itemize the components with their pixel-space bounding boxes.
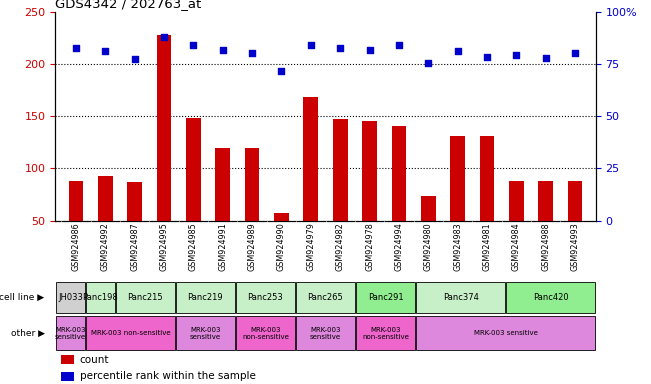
Bar bbox=[568, 181, 583, 273]
Text: Panc253: Panc253 bbox=[247, 293, 283, 302]
Text: MRK-003 non-sensitive: MRK-003 non-sensitive bbox=[90, 330, 170, 336]
Text: GSM924990: GSM924990 bbox=[277, 223, 286, 271]
Text: Panc219: Panc219 bbox=[187, 293, 223, 302]
Bar bbox=[236, 316, 295, 350]
Point bbox=[188, 42, 199, 48]
Point bbox=[71, 45, 81, 51]
Text: Panc265: Panc265 bbox=[308, 293, 343, 302]
Bar bbox=[186, 118, 201, 273]
Text: JH033: JH033 bbox=[58, 293, 83, 302]
Bar bbox=[86, 316, 175, 350]
Point bbox=[540, 55, 551, 61]
Text: GSM924985: GSM924985 bbox=[189, 223, 198, 271]
Bar bbox=[538, 181, 553, 273]
Text: GSM924994: GSM924994 bbox=[395, 223, 404, 271]
Text: GSM924983: GSM924983 bbox=[453, 223, 462, 271]
Bar bbox=[362, 121, 377, 273]
Bar bbox=[450, 136, 465, 273]
Bar bbox=[56, 282, 85, 313]
Text: GSM924988: GSM924988 bbox=[541, 223, 550, 271]
Point bbox=[570, 50, 580, 56]
Point bbox=[335, 45, 346, 51]
Text: GSM924995: GSM924995 bbox=[159, 223, 169, 271]
Point bbox=[217, 47, 228, 53]
Bar bbox=[176, 316, 235, 350]
Bar bbox=[416, 282, 505, 313]
Text: Panc374: Panc374 bbox=[443, 293, 478, 302]
Bar bbox=[391, 126, 406, 273]
Bar bbox=[128, 182, 142, 273]
Text: count: count bbox=[79, 355, 109, 365]
Bar bbox=[157, 35, 171, 273]
Text: MRK-003
non-sensitive: MRK-003 non-sensitive bbox=[242, 327, 289, 339]
Bar bbox=[215, 147, 230, 273]
Point bbox=[365, 47, 375, 53]
Bar bbox=[236, 282, 295, 313]
Text: Panc420: Panc420 bbox=[533, 293, 568, 302]
Bar bbox=[509, 181, 523, 273]
Text: other ▶: other ▶ bbox=[10, 329, 44, 338]
Point bbox=[511, 52, 521, 58]
Point bbox=[482, 53, 492, 60]
Text: MRK-003
sensitive: MRK-003 sensitive bbox=[310, 327, 341, 339]
Bar bbox=[296, 282, 355, 313]
Text: GSM924987: GSM924987 bbox=[130, 223, 139, 271]
Bar bbox=[98, 176, 113, 273]
Text: Panc291: Panc291 bbox=[368, 293, 404, 302]
Text: MRK-003
sensitive: MRK-003 sensitive bbox=[55, 327, 86, 339]
Bar bbox=[303, 97, 318, 273]
Bar bbox=[61, 355, 74, 364]
Bar bbox=[356, 316, 415, 350]
Text: GSM924989: GSM924989 bbox=[247, 223, 256, 271]
Text: MRK-003 sensitive: MRK-003 sensitive bbox=[474, 330, 538, 336]
Bar bbox=[274, 214, 289, 273]
Text: Panc198: Panc198 bbox=[83, 293, 118, 302]
Text: GSM924984: GSM924984 bbox=[512, 223, 521, 271]
Text: MRK-003
non-sensitive: MRK-003 non-sensitive bbox=[362, 327, 409, 339]
Text: percentile rank within the sample: percentile rank within the sample bbox=[79, 371, 256, 381]
Bar bbox=[356, 282, 415, 313]
Bar bbox=[296, 316, 355, 350]
Point bbox=[130, 56, 140, 62]
Point bbox=[394, 42, 404, 48]
Text: GSM924992: GSM924992 bbox=[101, 223, 110, 271]
Text: GSM924986: GSM924986 bbox=[72, 223, 80, 271]
Text: MRK-003
sensitive: MRK-003 sensitive bbox=[190, 327, 221, 339]
Text: GSM924979: GSM924979 bbox=[307, 223, 315, 271]
Bar bbox=[56, 316, 85, 350]
Bar bbox=[68, 181, 83, 273]
Point bbox=[247, 50, 257, 56]
Point bbox=[423, 60, 434, 66]
Point bbox=[452, 48, 463, 55]
Point bbox=[305, 42, 316, 48]
Text: GSM924978: GSM924978 bbox=[365, 223, 374, 271]
Point bbox=[100, 48, 111, 55]
Bar bbox=[176, 282, 235, 313]
Bar bbox=[480, 136, 494, 273]
Text: cell line ▶: cell line ▶ bbox=[0, 293, 44, 302]
Text: GSM924981: GSM924981 bbox=[482, 223, 492, 271]
Bar bbox=[245, 147, 260, 273]
Bar bbox=[333, 119, 348, 273]
Bar bbox=[506, 282, 595, 313]
Text: GDS4342 / 202763_at: GDS4342 / 202763_at bbox=[55, 0, 202, 10]
Bar bbox=[416, 316, 595, 350]
Text: GSM924982: GSM924982 bbox=[336, 223, 344, 271]
Point bbox=[276, 68, 286, 74]
Text: GSM924991: GSM924991 bbox=[218, 223, 227, 271]
Text: GSM924980: GSM924980 bbox=[424, 223, 433, 271]
Point bbox=[159, 33, 169, 40]
Bar bbox=[86, 282, 115, 313]
Text: Panc215: Panc215 bbox=[128, 293, 163, 302]
Bar bbox=[61, 372, 74, 381]
Text: GSM924993: GSM924993 bbox=[571, 223, 579, 271]
Bar bbox=[421, 196, 436, 273]
Bar bbox=[116, 282, 175, 313]
